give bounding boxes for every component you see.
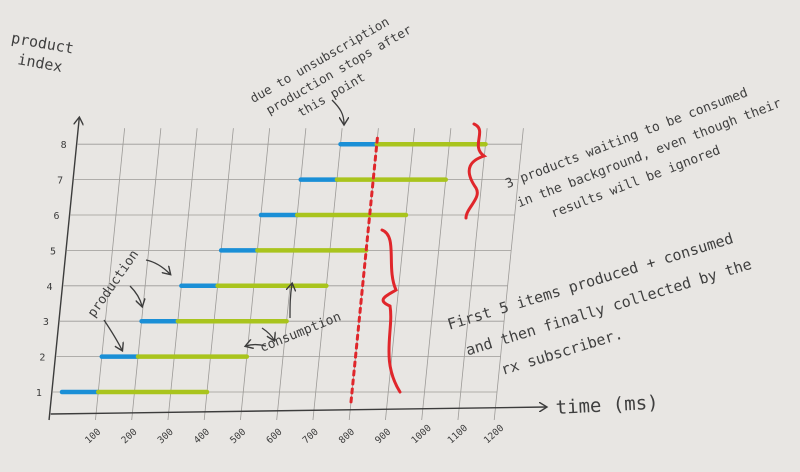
x-axis-title: time (ms) bbox=[555, 392, 659, 419]
consumption-label: consumption bbox=[258, 310, 343, 356]
x-tick-label: 900 bbox=[373, 426, 393, 446]
y-tick-label: 8 bbox=[61, 140, 67, 151]
grid-line-v bbox=[385, 128, 416, 421]
waiting-note-line1: 3 products waiting to be consumed bbox=[503, 85, 750, 192]
production-arrow-2 bbox=[129, 285, 142, 306]
production-label: production bbox=[85, 248, 142, 321]
consumption-arrow-2 bbox=[246, 345, 267, 347]
consumption-arrow-3 bbox=[290, 284, 292, 319]
grid-line-v bbox=[493, 128, 524, 421]
grid-line-v bbox=[95, 128, 126, 421]
grid-line-v bbox=[457, 128, 488, 421]
y-tick-label: 5 bbox=[50, 246, 56, 257]
unsubscribe-note: due to unsubscription production stops a… bbox=[247, 14, 414, 120]
y-tick-label: 6 bbox=[54, 211, 60, 222]
x-tick-label: 1200 bbox=[482, 423, 507, 447]
cutoff-line bbox=[349, 136, 379, 406]
production-arrow-1 bbox=[145, 259, 170, 274]
waiting-note: 3 products waiting to be consumed in the… bbox=[503, 85, 784, 221]
x-tick-label: 1100 bbox=[446, 423, 471, 447]
unsubscribe-arrow bbox=[331, 99, 344, 124]
grid-line-v bbox=[167, 128, 198, 421]
x-tick-label: 500 bbox=[228, 426, 248, 446]
x-tick-label: 200 bbox=[119, 426, 139, 446]
axes bbox=[48, 118, 546, 421]
consumption-arrow-1 bbox=[261, 327, 274, 340]
y-axis-title: product index bbox=[10, 29, 75, 76]
y-axis-line bbox=[48, 118, 79, 421]
y-tick-label: 1 bbox=[36, 388, 42, 399]
y-tick-label: 4 bbox=[46, 282, 52, 293]
x-tick-label: 700 bbox=[301, 426, 321, 446]
waiting-note-line2: in the background, even though their bbox=[515, 96, 784, 211]
grid-line-v bbox=[421, 128, 452, 421]
x-tick-label: 400 bbox=[192, 426, 212, 446]
waiting-brace bbox=[464, 122, 488, 220]
cutoff-dotted-line bbox=[349, 136, 379, 406]
first5-note: First 5 items produced + consumed and th… bbox=[445, 229, 754, 379]
first5-brace bbox=[380, 228, 402, 394]
grid-line-v bbox=[276, 128, 307, 421]
y-tick-label: 3 bbox=[43, 317, 49, 328]
x-tick-label: 300 bbox=[156, 426, 176, 446]
x-tick-label: 100 bbox=[83, 426, 103, 446]
production-arrow-3 bbox=[103, 319, 122, 350]
x-tick-label: 1000 bbox=[409, 423, 434, 447]
x-axis-line bbox=[50, 407, 546, 415]
grid-line-v bbox=[203, 128, 234, 421]
x-tick-label: 600 bbox=[264, 426, 284, 446]
grid-line-v bbox=[131, 128, 162, 421]
x-tick-label: 800 bbox=[337, 426, 357, 446]
bars bbox=[59, 141, 488, 395]
y-tick-label: 2 bbox=[39, 353, 45, 364]
grid-line-v bbox=[312, 128, 343, 421]
y-tick-label: 7 bbox=[57, 176, 63, 187]
grid-line-v bbox=[240, 128, 271, 421]
